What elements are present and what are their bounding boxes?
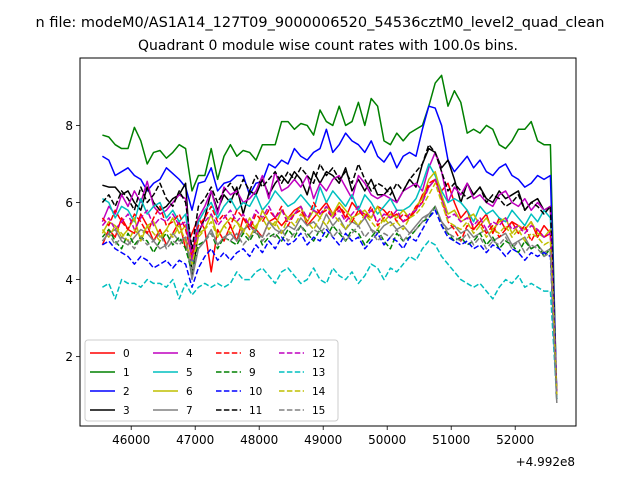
x-tick-label: 51000 (432, 433, 470, 447)
series-line-9 (101, 205, 558, 400)
figure-suptitle: n file: modeM0/AS1A14_127T09_9000006520_… (36, 15, 605, 31)
x-tick-label: 52000 (496, 433, 534, 447)
x-tick-label: 47000 (176, 433, 214, 447)
legend-label-7: 7 (186, 405, 193, 417)
legend-label-11: 11 (249, 405, 262, 417)
legend-label-13: 13 (312, 367, 325, 379)
y-axis-ticks: 2 4 6 8 (65, 119, 80, 364)
y-tick-label: 4 (65, 273, 73, 287)
series-layer (101, 74, 558, 403)
legend-label-0: 0 (123, 348, 130, 360)
chart-title: Quadrant 0 module wise count rates with … (138, 38, 518, 54)
y-tick-label: 8 (65, 119, 73, 133)
series-line-14 (101, 182, 558, 396)
series-line-4 (101, 151, 558, 396)
legend-label-4: 4 (186, 348, 193, 360)
x-offset-label: +4.992e8 (516, 455, 575, 469)
y-tick-label: 6 (65, 196, 73, 210)
series-line-8 (101, 178, 558, 396)
series-line-13 (102, 240, 558, 400)
legend-label-10: 10 (249, 386, 262, 398)
legend-label-9: 9 (249, 367, 256, 379)
x-tick-label: 50000 (368, 433, 406, 447)
series-line-11 (101, 143, 558, 400)
y-tick-label: 2 (65, 350, 73, 364)
legend-label-6: 6 (186, 386, 193, 398)
x-tick-label: 46000 (112, 433, 150, 447)
x-tick-label: 49000 (304, 433, 342, 447)
x-axis-ticks: 46000 47000 48000 49000 50000 51000 52000 (112, 426, 534, 447)
legend-label-15: 15 (312, 405, 325, 417)
series-line-12 (101, 178, 558, 396)
legend-label-12: 12 (312, 348, 325, 360)
series-line-5 (102, 163, 558, 396)
x-tick-label: 48000 (240, 433, 278, 447)
legend-frame (84, 339, 339, 422)
series-line-2 (102, 105, 558, 396)
legend-label-3: 3 (123, 405, 130, 417)
series-line-10 (102, 209, 558, 400)
legend-label-14: 14 (312, 386, 326, 398)
series-line-1 (102, 74, 558, 400)
legend-label-2: 2 (123, 386, 130, 398)
axes-frame (79, 57, 577, 427)
legend-label-8: 8 (249, 348, 256, 360)
legend-label-1: 1 (123, 367, 130, 379)
legend-label-5: 5 (186, 367, 193, 379)
series-line-15 (101, 205, 558, 403)
